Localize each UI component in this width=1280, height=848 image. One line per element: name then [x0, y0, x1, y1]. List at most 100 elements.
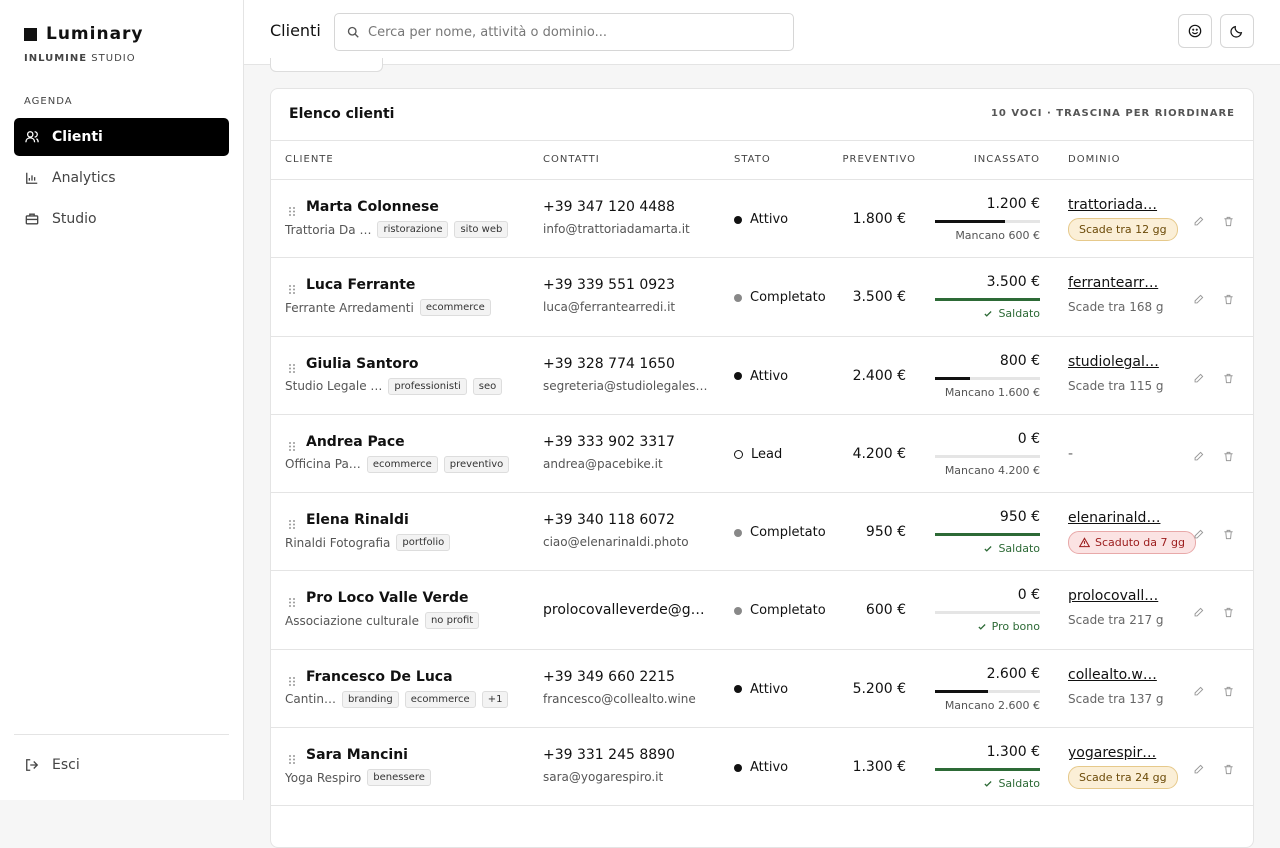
domain[interactable]: studiolegal…: [1068, 353, 1159, 370]
quote: 2.400 €: [852, 367, 906, 384]
edit-button-svg: [1194, 373, 1204, 383]
progress-track: [935, 689, 1040, 693]
status: Attivo: [734, 682, 788, 697]
tag: no profit: [424, 612, 480, 630]
paid: 2.600 €: [986, 665, 1040, 682]
status-dot: [734, 372, 742, 381]
delete-button-svg: [1224, 608, 1233, 618]
column-header: CONTATTI: [543, 154, 600, 165]
icon-logout: [26, 759, 39, 771]
nav-label: Clienti: [52, 129, 103, 145]
paid: 950 €: [999, 509, 1040, 526]
delete-button[interactable]: [1223, 525, 1234, 544]
icon-moon: [1230, 25, 1243, 38]
delete-button[interactable]: [1223, 212, 1234, 231]
expiry-badge: Scaduto da 7 gg: [1068, 531, 1196, 555]
email: info@trattoriadamarta.it: [543, 222, 690, 236]
delete-button[interactable]: [1223, 290, 1234, 309]
edit-button[interactable]: [1193, 603, 1204, 622]
nav-item[interactable]: Clienti: [14, 118, 229, 156]
domain[interactable]: yogarespir…: [1068, 745, 1157, 762]
domain[interactable]: elenarinald…: [1068, 510, 1161, 527]
client-row[interactable]: Giulia Santoro Studio Legale … professioni…: [271, 337, 1253, 415]
tag: portfolio: [396, 534, 451, 552]
table-body: Marta Colonnese Trattoria Da … ristorazion…: [271, 180, 1253, 807]
client-row[interactable]: Francesco De Luca Cantin… branding ecommerc…: [271, 650, 1253, 729]
edit-button-svg: [1194, 686, 1204, 696]
edit-button[interactable]: [1193, 369, 1204, 388]
emoji-button[interactable]: [1178, 14, 1212, 48]
payment-note-text: Mancano 600 €: [955, 229, 1040, 242]
status-label: Lead: [751, 446, 783, 462]
client-row[interactable]: Marta Colonnese Trattoria Da … ristorazion…: [271, 180, 1253, 259]
nav-item[interactable]: Studio: [14, 200, 229, 238]
edit-button[interactable]: [1193, 525, 1204, 544]
edit-button-svg: [1194, 529, 1204, 539]
delete-button[interactable]: [1223, 369, 1234, 388]
nav-item[interactable]: Analytics: [14, 159, 229, 197]
progress-fill: [935, 220, 1005, 223]
status: Attivo: [734, 760, 788, 775]
delete-button-svg: [1224, 451, 1233, 461]
company-name: Rinaldi Fotografia: [285, 535, 391, 550]
delete-button[interactable]: [1223, 760, 1234, 779]
client-name: Sara Mancini: [306, 747, 408, 764]
topbar: Clienti Cerca per nome, attività o domin…: [244, 0, 1280, 65]
sidebar: Luminary INLUMINE STUDIO AGENDA Clienti …: [0, 0, 244, 800]
brand-sub-strong: INLUMINE: [24, 53, 88, 64]
edit-button[interactable]: [1193, 290, 1204, 309]
icon-check-svg: [984, 780, 993, 787]
delete-button[interactable]: [1223, 603, 1234, 622]
domain[interactable]: trattoriada…: [1068, 197, 1158, 213]
client-row[interactable]: Elena Rinaldi Rinaldi Fotografia portfolio…: [271, 493, 1253, 572]
edit-button[interactable]: [1193, 212, 1204, 231]
progress-track: [935, 298, 1040, 302]
edit-button[interactable]: [1193, 447, 1204, 466]
theme-button[interactable]: [1220, 14, 1254, 48]
client-name: Elena Rinaldi: [306, 512, 409, 529]
section-label: AGENDA: [24, 96, 73, 107]
drag-handle: [288, 202, 296, 221]
status-dot: [734, 528, 742, 537]
status-label: Completato: [750, 525, 826, 541]
edit-button-svg: [1194, 294, 1204, 304]
partial-button: [270, 58, 383, 72]
drag-handle: [288, 437, 296, 456]
progress-track: [935, 220, 1040, 223]
expiry-badge: Scade tra 24 gg: [1068, 766, 1178, 790]
domain[interactable]: -: [1068, 445, 1074, 462]
client-name: Luca Ferrante: [306, 277, 416, 294]
phone: +39 339 551 0923: [543, 277, 675, 294]
domain[interactable]: ferrantearr…: [1068, 275, 1159, 292]
client-row[interactable]: Pro Loco Valle Verde Associazione cultura…: [271, 571, 1253, 650]
payment-note: Saldato: [891, 307, 1040, 320]
delete-button-svg: [1224, 373, 1233, 383]
client-row[interactable]: Andrea Pace Officina Pa… ecommerce preventi…: [271, 415, 1253, 494]
client-row[interactable]: Luca Ferrante Ferrante Arredamenti ecommer…: [271, 258, 1253, 337]
tag: benessere: [367, 769, 431, 787]
expiry-text: Scade tra 24 gg: [1079, 771, 1167, 785]
client-row[interactable]: Sara Mancini Yoga Respiro benessere +39 331…: [271, 728, 1253, 807]
status: Attivo: [734, 212, 788, 227]
expiry: Scade tra 115 g: [1068, 378, 1164, 393]
email: francesco@collealto.wine: [543, 691, 696, 706]
tag: +1: [481, 690, 509, 708]
quote: 1.800 €: [852, 211, 906, 227]
search-input[interactable]: Cerca per nome, attività o dominio...: [334, 13, 794, 51]
domain[interactable]: prolocovall…: [1068, 588, 1159, 605]
company-name: Trattoria Da …: [285, 222, 372, 237]
payment-note: Pro bono: [891, 620, 1040, 633]
phone: +39 328 774 1650: [543, 355, 675, 372]
delete-button[interactable]: [1223, 447, 1234, 466]
logout[interactable]: Esci: [14, 746, 229, 784]
edit-button[interactable]: [1193, 682, 1204, 701]
delete-button[interactable]: [1223, 682, 1234, 701]
edit-button[interactable]: [1193, 760, 1204, 779]
payment-note-text: Mancano 2.600 €: [944, 698, 1040, 712]
card-title: Elenco clienti: [289, 106, 395, 122]
logout-label: Esci: [52, 757, 80, 773]
email: luca@ferrantearredi.it: [543, 300, 676, 315]
domain[interactable]: collealto.w…: [1068, 666, 1157, 683]
client-company: Rinaldi Fotografia portfolio: [285, 534, 451, 552]
status: Lead: [734, 447, 782, 462]
